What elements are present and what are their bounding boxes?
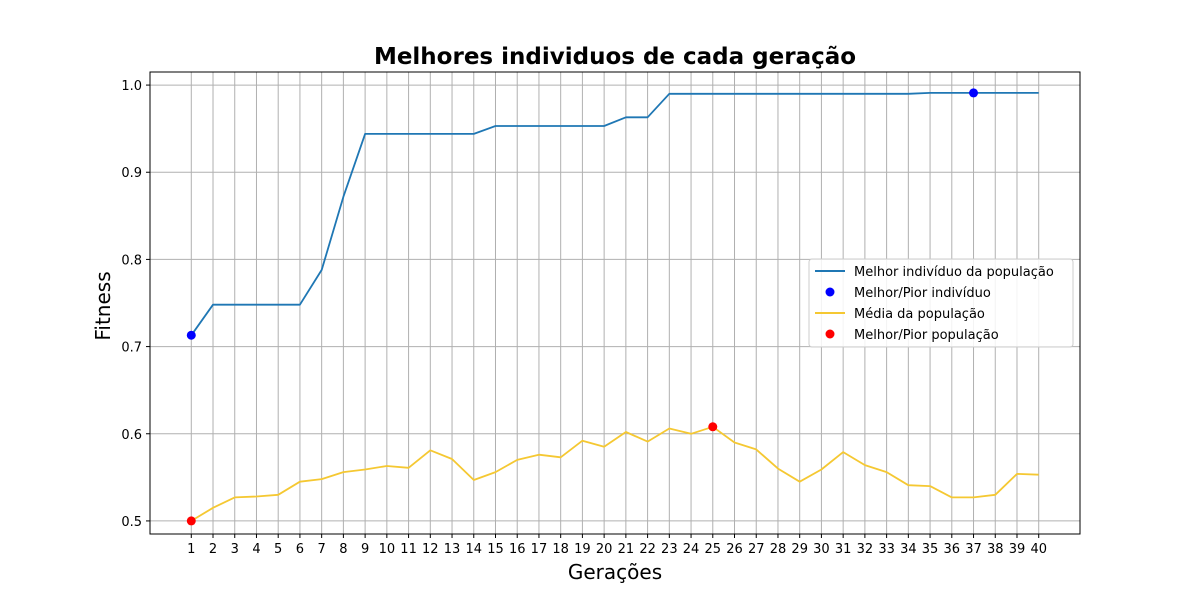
y-tick-label: 0.6 bbox=[121, 428, 142, 443]
x-tick-label: 26 bbox=[726, 542, 743, 557]
y-tick-label: 0.5 bbox=[121, 515, 142, 530]
x-tick-label: 7 bbox=[318, 542, 326, 557]
x-tick-label: 1 bbox=[187, 542, 195, 557]
x-tick-label: 10 bbox=[379, 542, 396, 557]
legend-label-best-worst-individual: Melhor/Pior indivíduo bbox=[854, 286, 991, 301]
x-tick-label: 34 bbox=[900, 542, 917, 557]
x-tick-label: 8 bbox=[339, 542, 347, 557]
x-tick-label: 39 bbox=[1009, 542, 1026, 557]
x-tick-label: 29 bbox=[791, 542, 808, 557]
chart-title: Melhores individuos de cada geração bbox=[374, 44, 856, 70]
legend-swatch-best-worst-population bbox=[825, 329, 835, 339]
legend-swatch-best-worst-individual bbox=[825, 287, 835, 297]
legend-frame bbox=[808, 258, 1074, 348]
y-tick-label: 1.0 bbox=[121, 79, 142, 94]
x-tick-label: 4 bbox=[252, 542, 260, 557]
x-tick-label: 19 bbox=[574, 542, 591, 557]
x-tick-label: 28 bbox=[770, 542, 787, 557]
series-marker-3 bbox=[708, 422, 718, 432]
legend-label-population-mean: Média da população bbox=[854, 307, 985, 322]
legend: Melhor indivíduo da população Melhor/Pio… bbox=[808, 258, 1074, 348]
x-tick-label: 2 bbox=[209, 542, 217, 557]
x-tick-label: 32 bbox=[857, 542, 874, 557]
x-tick-label: 13 bbox=[444, 542, 461, 557]
x-tick-label: 9 bbox=[361, 542, 369, 557]
x-tick-label: 30 bbox=[813, 542, 830, 557]
x-tick-label: 15 bbox=[487, 542, 504, 557]
y-tick-label: 0.9 bbox=[121, 166, 142, 181]
x-tick-label: 21 bbox=[618, 542, 635, 557]
x-tick-label: 24 bbox=[683, 542, 700, 557]
x-tick-label: 14 bbox=[465, 542, 482, 557]
x-tick-label: 11 bbox=[400, 542, 417, 557]
y-axis-title: Fitness bbox=[91, 271, 115, 340]
series-marker-1 bbox=[969, 88, 979, 98]
x-tick-label: 37 bbox=[965, 542, 982, 557]
x-tick-label: 27 bbox=[748, 542, 765, 557]
plot-series bbox=[186, 88, 1039, 526]
plot-frame bbox=[149, 71, 1081, 535]
x-tick-label: 20 bbox=[596, 542, 613, 557]
x-tick-label: 18 bbox=[552, 542, 569, 557]
x-tick-label: 23 bbox=[661, 542, 678, 557]
x-tick-label: 6 bbox=[296, 542, 304, 557]
series-line-0 bbox=[190, 92, 1039, 336]
series-marker-3 bbox=[186, 516, 196, 526]
y-tick-label: 0.8 bbox=[121, 253, 142, 268]
legend-label-best-worst-population: Melhor/Pior população bbox=[854, 328, 999, 343]
x-tick-label: 25 bbox=[705, 542, 722, 557]
x-tick-label: 3 bbox=[231, 542, 239, 557]
series-marker-1 bbox=[186, 330, 196, 340]
x-tick-label: 22 bbox=[639, 542, 656, 557]
x-axis-title: Gerações bbox=[568, 560, 662, 584]
x-tick-label: 31 bbox=[835, 542, 852, 557]
x-tick-label: 33 bbox=[878, 542, 895, 557]
x-tick-label: 12 bbox=[422, 542, 439, 557]
x-tick-label: 5 bbox=[274, 542, 282, 557]
axis-ticks: 1 2 3 4 5 6 7 8 9 10 11 12 13 14 15 16 17 18 19 20 21 22 23 24 2… bbox=[121, 79, 1047, 557]
x-tick-label: 17 bbox=[531, 542, 548, 557]
x-tick-label: 40 bbox=[1030, 542, 1047, 557]
series-line-2 bbox=[190, 425, 1039, 522]
x-tick-label: 16 bbox=[509, 542, 526, 557]
x-tick-label: 35 bbox=[922, 542, 939, 557]
x-tick-label: 38 bbox=[987, 542, 1004, 557]
x-tick-label: 36 bbox=[944, 542, 961, 557]
y-tick-label: 0.7 bbox=[121, 341, 142, 356]
legend-label-best-individual: Melhor indivíduo da população bbox=[854, 265, 1054, 280]
